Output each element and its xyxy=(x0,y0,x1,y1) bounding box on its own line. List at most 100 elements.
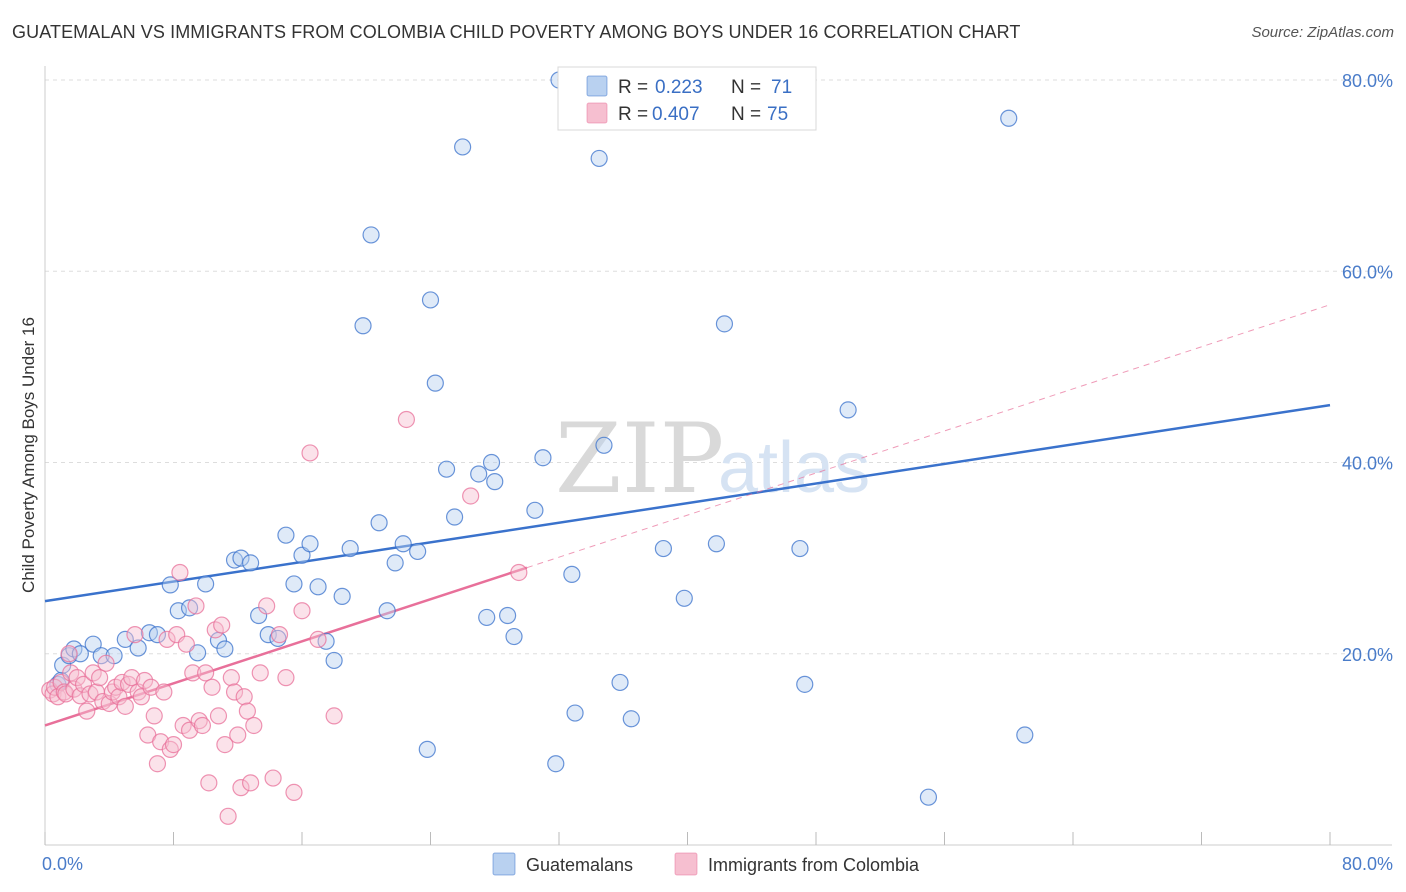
point-colombia-55 xyxy=(213,616,231,634)
point-colombia-69 xyxy=(270,626,289,644)
point-guatemalans-63 xyxy=(622,710,640,728)
point-colombia-60 xyxy=(229,726,247,744)
point-colombia-28 xyxy=(126,626,144,644)
point-guatemalans-32 xyxy=(325,651,343,670)
point-colombia-35 xyxy=(148,755,167,773)
point-colombia-27 xyxy=(123,669,141,687)
point-colombia-10 xyxy=(68,669,86,687)
point-colombia-38 xyxy=(158,630,176,649)
point-guatemalans-35 xyxy=(354,317,372,335)
point-guatemalans-49 xyxy=(478,608,496,627)
bottom-legend: Guatemalans Immigrants from Colombia xyxy=(492,852,920,876)
legend-n-label-blue: N = xyxy=(731,77,761,98)
point-colombia-73 xyxy=(301,444,319,462)
legend-swatch-blue xyxy=(586,75,608,97)
point-colombia-58 xyxy=(222,669,240,687)
point-guatemalans-29 xyxy=(301,535,319,553)
point-guatemalans-58 xyxy=(563,565,581,583)
point-guatemalans-69 xyxy=(796,675,814,693)
point-colombia-23 xyxy=(110,688,128,706)
point-guatemalans-19 xyxy=(216,640,234,658)
point-colombia-14 xyxy=(81,685,99,703)
point-colombia-74 xyxy=(309,630,327,649)
point-guatemalans-50 xyxy=(482,453,501,472)
point-colombia-12 xyxy=(74,675,93,693)
bottom-legend-swatch-blue xyxy=(492,852,516,876)
point-colombia-24 xyxy=(113,673,131,692)
point-guatemalans-27 xyxy=(285,575,303,593)
point-guatemalans-36 xyxy=(362,226,380,244)
point-colombia-7 xyxy=(60,645,78,663)
point-colombia-33 xyxy=(142,678,160,696)
point-colombia-49 xyxy=(193,716,212,735)
point-colombia-70 xyxy=(277,669,295,687)
point-guatemalans-22 xyxy=(242,554,260,572)
point-colombia-34 xyxy=(145,707,163,725)
point-colombia-44 xyxy=(177,635,195,653)
point-colombia-57 xyxy=(219,807,237,825)
legend-box: R = 0.223 N = 71 R = 0.407 N = 75 xyxy=(557,66,817,131)
point-colombia-56 xyxy=(216,735,234,754)
point-guatemalans-56 xyxy=(547,755,565,773)
trend-lines xyxy=(44,304,1331,727)
legend-swatch-pink xyxy=(586,102,608,124)
point-guatemalans-53 xyxy=(505,627,523,646)
point-guatemalans-61 xyxy=(595,436,613,454)
point-guatemalans-73 xyxy=(1016,726,1034,744)
point-guatemalans-59 xyxy=(566,704,584,722)
point-colombia-42 xyxy=(171,563,189,582)
trend-line-extension-1 xyxy=(526,304,1331,569)
point-colombia-77 xyxy=(462,487,480,505)
y-tick-label-60: 60.0% xyxy=(1342,262,1393,282)
point-colombia-31 xyxy=(135,671,154,690)
point-colombia-13 xyxy=(78,702,96,720)
point-guatemalans-26 xyxy=(277,526,295,544)
point-colombia-47 xyxy=(187,597,205,615)
point-colombia-68 xyxy=(264,769,282,787)
point-guatemalans-40 xyxy=(394,535,412,553)
point-colombia-61 xyxy=(232,779,250,797)
point-colombia-46 xyxy=(184,664,202,682)
point-colombia-72 xyxy=(293,602,311,620)
point-guatemalans-17 xyxy=(197,575,215,593)
point-guatemalans-9 xyxy=(116,630,134,649)
point-guatemalans-66 xyxy=(707,535,726,553)
point-colombia-37 xyxy=(155,683,173,701)
point-guatemalans-72 xyxy=(1000,109,1018,127)
y-tick-labels: 20.0% 40.0% 60.0% 80.0% xyxy=(1342,71,1393,665)
chart-source: Source: ZipAtlas.com xyxy=(1251,24,1394,41)
point-guatemalans-60 xyxy=(590,149,608,168)
x-tick-label-max: 80.0% xyxy=(1342,854,1393,874)
point-colombia-51 xyxy=(200,774,218,792)
point-colombia-76 xyxy=(397,410,416,429)
legend-r-value-blue: 0.223 xyxy=(655,77,703,98)
point-guatemalans-47 xyxy=(454,138,472,156)
legend-n-value-pink: 75 xyxy=(767,104,788,125)
point-guatemalans-34 xyxy=(341,539,359,558)
point-guatemalans-14 xyxy=(169,602,187,620)
point-colombia-52 xyxy=(203,678,221,696)
bottom-legend-label-blue: Guatemalans xyxy=(526,855,633,875)
point-colombia-66 xyxy=(251,664,269,682)
point-guatemalans-43 xyxy=(421,291,440,309)
point-guatemalans-37 xyxy=(370,514,388,532)
point-guatemalans-51 xyxy=(486,473,504,491)
bottom-legend-swatch-pink xyxy=(674,852,698,876)
point-guatemalans-67 xyxy=(715,315,734,333)
point-colombia-50 xyxy=(197,664,215,682)
point-guatemalans-68 xyxy=(791,539,809,558)
legend-r-label-pink: R = xyxy=(618,104,648,125)
point-colombia-63 xyxy=(238,702,256,720)
point-guatemalans-21 xyxy=(232,549,250,567)
point-guatemalans-52 xyxy=(499,606,517,625)
point-guatemalans-64 xyxy=(654,539,673,558)
point-colombia-78 xyxy=(510,563,528,582)
point-colombia-19 xyxy=(97,654,115,672)
legend-r-label-blue: R = xyxy=(618,77,648,98)
point-colombia-40 xyxy=(164,735,183,754)
point-guatemalans-44 xyxy=(426,374,444,392)
data-points xyxy=(41,71,1034,825)
y-tick-label-40: 40.0% xyxy=(1342,454,1393,474)
gridlines xyxy=(45,79,1392,655)
point-guatemalans-33 xyxy=(333,587,351,605)
